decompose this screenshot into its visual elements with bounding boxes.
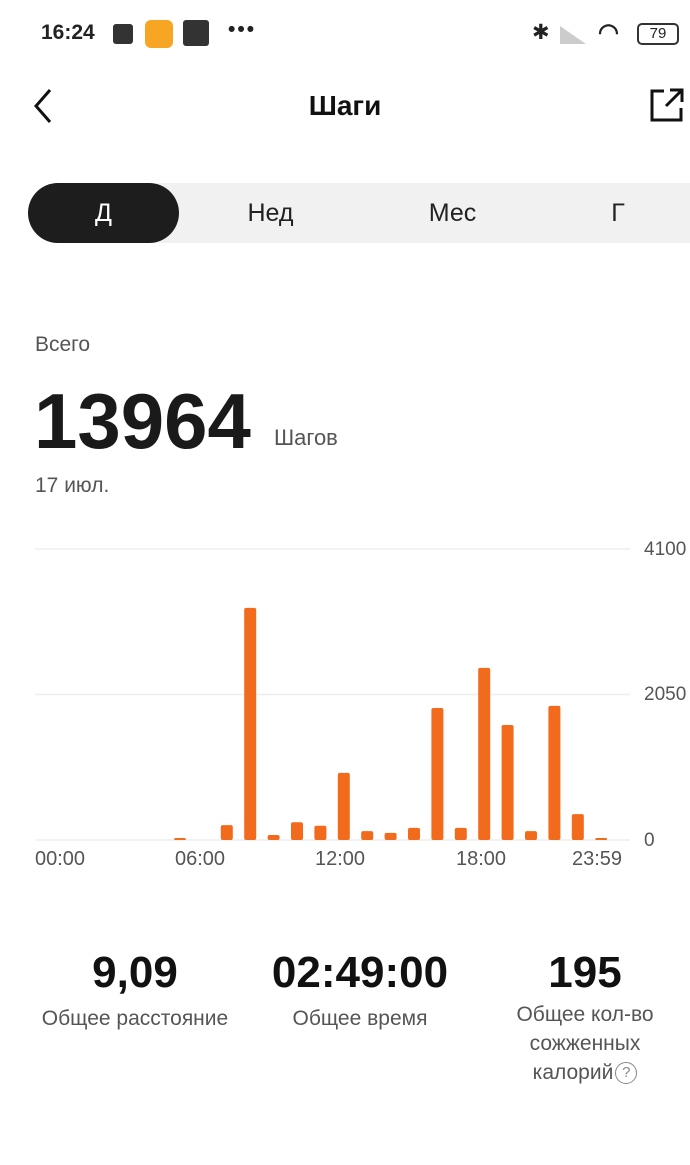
time-label: Общее время — [292, 1007, 428, 1030]
bar-hour-9[interactable] — [267, 835, 280, 840]
more-notifications-icon: ••• — [228, 18, 257, 41]
total-steps: 13964 — [34, 377, 251, 465]
share-button[interactable] — [648, 86, 686, 129]
x-tick-label: 12:00 — [315, 848, 366, 870]
y-tick-label: 4100 — [644, 539, 687, 560]
y-tick-label: 2050 — [644, 684, 687, 705]
x-tick-label: 00:00 — [35, 848, 86, 870]
chevron-left-icon — [34, 89, 52, 123]
stat-time: 02:49:00 Общее время — [245, 948, 475, 1033]
bar-hour-15[interactable] — [408, 827, 420, 840]
distance-value: 9,09 — [92, 948, 178, 997]
calories-label: Общее кол-во сожженных калорий? — [516, 1003, 654, 1084]
bar-hour-7[interactable] — [220, 825, 233, 840]
tab-week[interactable]: Нед — [247, 199, 294, 227]
bar-hour-23[interactable] — [595, 838, 608, 840]
bar-hour-18[interactable] — [478, 667, 491, 840]
calories-value: 195 — [548, 948, 622, 997]
y-tick-label: 0 — [644, 830, 655, 851]
battery-icon: 79 — [637, 23, 679, 45]
back-button[interactable] — [30, 86, 60, 126]
steps-unit: Шагов — [274, 425, 338, 450]
tab-month[interactable]: Мес — [428, 199, 477, 227]
time-value: 02:49:00 — [271, 948, 449, 997]
bar-hour-8[interactable] — [244, 607, 257, 840]
stat-distance: 9,09 Общее расстояние — [20, 948, 250, 1033]
wifi-icon: ◠ — [598, 19, 619, 46]
bar-hour-5[interactable] — [174, 838, 186, 840]
stat-calories: 195 Общее кол-во сожженных калорий? — [470, 948, 690, 1087]
bar-hour-17[interactable] — [454, 827, 467, 840]
bar-hour-12[interactable] — [337, 772, 350, 840]
page-title: Шаги — [308, 90, 382, 121]
tab-day[interactable]: Д — [28, 183, 179, 243]
bar-hour-22[interactable] — [571, 814, 584, 840]
help-icon[interactable]: ? — [615, 1062, 638, 1084]
status-time: 16:24 — [41, 21, 95, 44]
bar-hour-11[interactable] — [314, 825, 327, 840]
share-icon — [650, 88, 684, 122]
x-tick-label: 23:59 — [572, 848, 623, 870]
x-tick-label: 18:00 — [456, 848, 507, 870]
status-bar: 16:24 ••• ✱ ◠ 79 — [0, 18, 690, 52]
app-icon — [145, 20, 173, 48]
bar-hour-14[interactable] — [384, 832, 397, 840]
distance-label: Общее расстояние — [41, 1007, 229, 1030]
x-tick-label: 06:00 — [175, 848, 226, 870]
signal-icon — [560, 26, 586, 44]
period-tabs: Д Нед Мес Г — [28, 183, 690, 243]
bar-hour-13[interactable] — [361, 831, 374, 840]
notes-icon — [113, 24, 133, 44]
tab-year[interactable]: Г — [611, 199, 625, 227]
bar-hour-16[interactable] — [431, 707, 444, 840]
bar-hour-20[interactable] — [525, 831, 537, 840]
download-icon — [183, 20, 209, 46]
total-label: Всего — [35, 333, 91, 356]
date-label: 17 июл. — [35, 474, 110, 497]
bluetooth-icon: ✱ — [532, 21, 550, 44]
bar-hour-19[interactable] — [501, 725, 514, 840]
bar-hour-10[interactable] — [291, 822, 303, 840]
steps-chart — [35, 548, 630, 841]
bar-hour-21[interactable] — [548, 705, 561, 840]
